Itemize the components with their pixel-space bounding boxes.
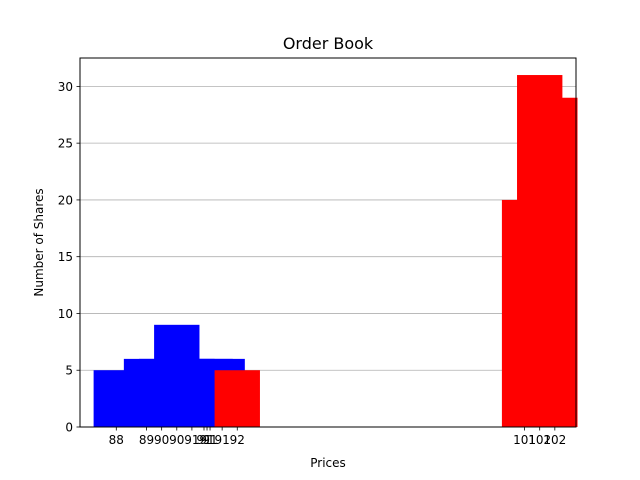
x-tick-label: 90 [154, 433, 169, 447]
bars [93, 75, 578, 428]
y-tick-label: 20 [58, 193, 73, 207]
ask-bar [214, 370, 260, 427]
x-tick-label: 91 [196, 433, 211, 447]
x-tick-label: 92 [230, 433, 245, 447]
y-tick-label: 15 [58, 250, 73, 264]
x-tick-label: 102 [528, 433, 551, 447]
x-tick-label: 91 [202, 433, 217, 447]
ask-bar [532, 97, 578, 427]
x-tick-label: 102 [543, 433, 566, 447]
x-tick-label: 90 [169, 433, 184, 447]
plot-frame [79, 57, 577, 428]
y-tick-label: 5 [65, 364, 73, 378]
x-axis-label: Prices [310, 456, 346, 470]
x-tick-label: 91 [199, 433, 214, 447]
y-axis-label: Number of Shares [32, 188, 46, 296]
y-tick-label: 30 [58, 80, 73, 94]
x-tick-label: 91 [184, 433, 199, 447]
chart-title: Order Book [283, 34, 374, 53]
y-tick-label: 10 [58, 307, 73, 321]
y-tick-label: 0 [65, 421, 73, 435]
y-tick-label: 25 [58, 137, 73, 151]
x-tick-label: 88 [109, 433, 124, 447]
x-tick-label: 89 [139, 433, 154, 447]
x-tick-label: 91 [215, 433, 230, 447]
x-tick-label: 101 [513, 433, 536, 447]
